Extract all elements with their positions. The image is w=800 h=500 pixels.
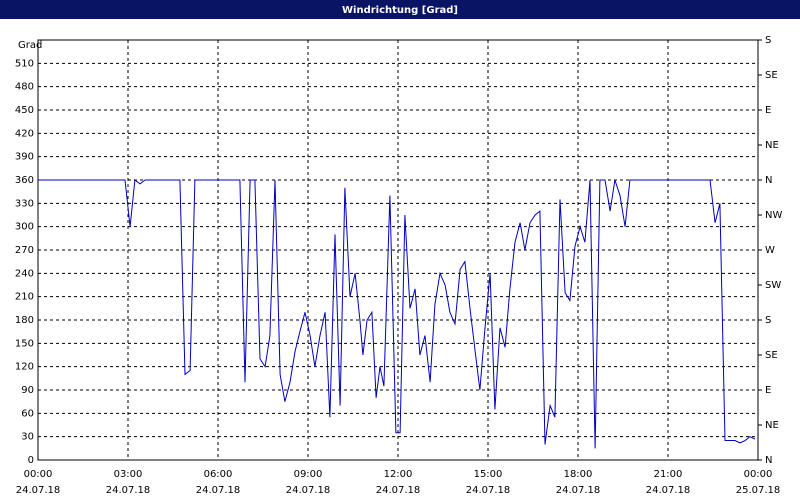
- y-tick-label: 510: [15, 58, 34, 69]
- y2-tick-label: W: [765, 245, 775, 256]
- y-tick-label: 150: [15, 338, 34, 349]
- x-tick-date: 25.07.18: [736, 485, 781, 496]
- y-tick-label: 30: [21, 432, 34, 443]
- x-tick-label: 09:00: [294, 469, 323, 480]
- data-line: [38, 179, 756, 449]
- y-tick-label: 480: [15, 82, 34, 93]
- x-tick-date: 24.07.18: [556, 485, 601, 496]
- y2-tick-label: NE: [765, 140, 779, 151]
- y-tick-label: 120: [15, 362, 34, 373]
- y2-tick-label: E: [765, 385, 771, 396]
- x-tick-date: 24.07.18: [16, 485, 61, 496]
- y2-tick-label: E: [765, 105, 771, 116]
- y-tick-label: 90: [21, 385, 34, 396]
- y2-tick-label: SE: [765, 350, 778, 361]
- x-tick-label: 18:00: [564, 469, 593, 480]
- y-tick-label: 330: [15, 198, 34, 209]
- y2-tick-label: N: [765, 455, 772, 466]
- x-tick-label: 00:00: [744, 469, 773, 480]
- y-tick-label: 450: [15, 105, 34, 116]
- x-tick-label: 15:00: [474, 469, 503, 480]
- y-tick-label: 390: [15, 152, 34, 163]
- x-tick-date: 24.07.18: [106, 485, 151, 496]
- y2-tick-label: NE: [765, 420, 779, 431]
- x-tick-label: 03:00: [114, 469, 143, 480]
- x-tick-date: 24.07.18: [286, 485, 331, 496]
- y2-tick-label: SW: [765, 280, 781, 291]
- y-axis-label: Grad: [18, 40, 42, 51]
- y-tick-label: 210: [15, 292, 34, 303]
- y-tick-label: 240: [15, 268, 34, 279]
- y-tick-label: 0: [28, 455, 34, 466]
- y-tick-label: 420: [15, 128, 34, 139]
- x-tick-label: 06:00: [204, 469, 233, 480]
- chart-title: Windrichtung [Grad]: [342, 5, 458, 16]
- y2-tick-label: NW: [765, 210, 782, 221]
- y-tick-label: 60: [21, 408, 34, 419]
- x-tick-date: 24.07.18: [196, 485, 241, 496]
- y-tick-label: 300: [15, 222, 34, 233]
- x-tick-label: 12:00: [384, 469, 413, 480]
- plot-border: [37, 39, 759, 461]
- y-tick-label: 360: [15, 175, 34, 186]
- x-tick-label: 21:00: [654, 469, 683, 480]
- x-tick-label: 00:00: [24, 469, 53, 480]
- y2-tick-label: S: [765, 315, 771, 326]
- x-tick-date: 24.07.18: [466, 485, 511, 496]
- y-tick-label: 180: [15, 315, 34, 326]
- x-tick-date: 24.07.18: [646, 485, 691, 496]
- title-bar: [0, 0, 800, 19]
- y2-tick-label: SE: [765, 70, 778, 81]
- y-tick-label: 270: [15, 245, 34, 256]
- y2-tick-label: N: [765, 175, 772, 186]
- x-tick-date: 24.07.18: [376, 485, 421, 496]
- y2-tick-label: S: [765, 35, 771, 46]
